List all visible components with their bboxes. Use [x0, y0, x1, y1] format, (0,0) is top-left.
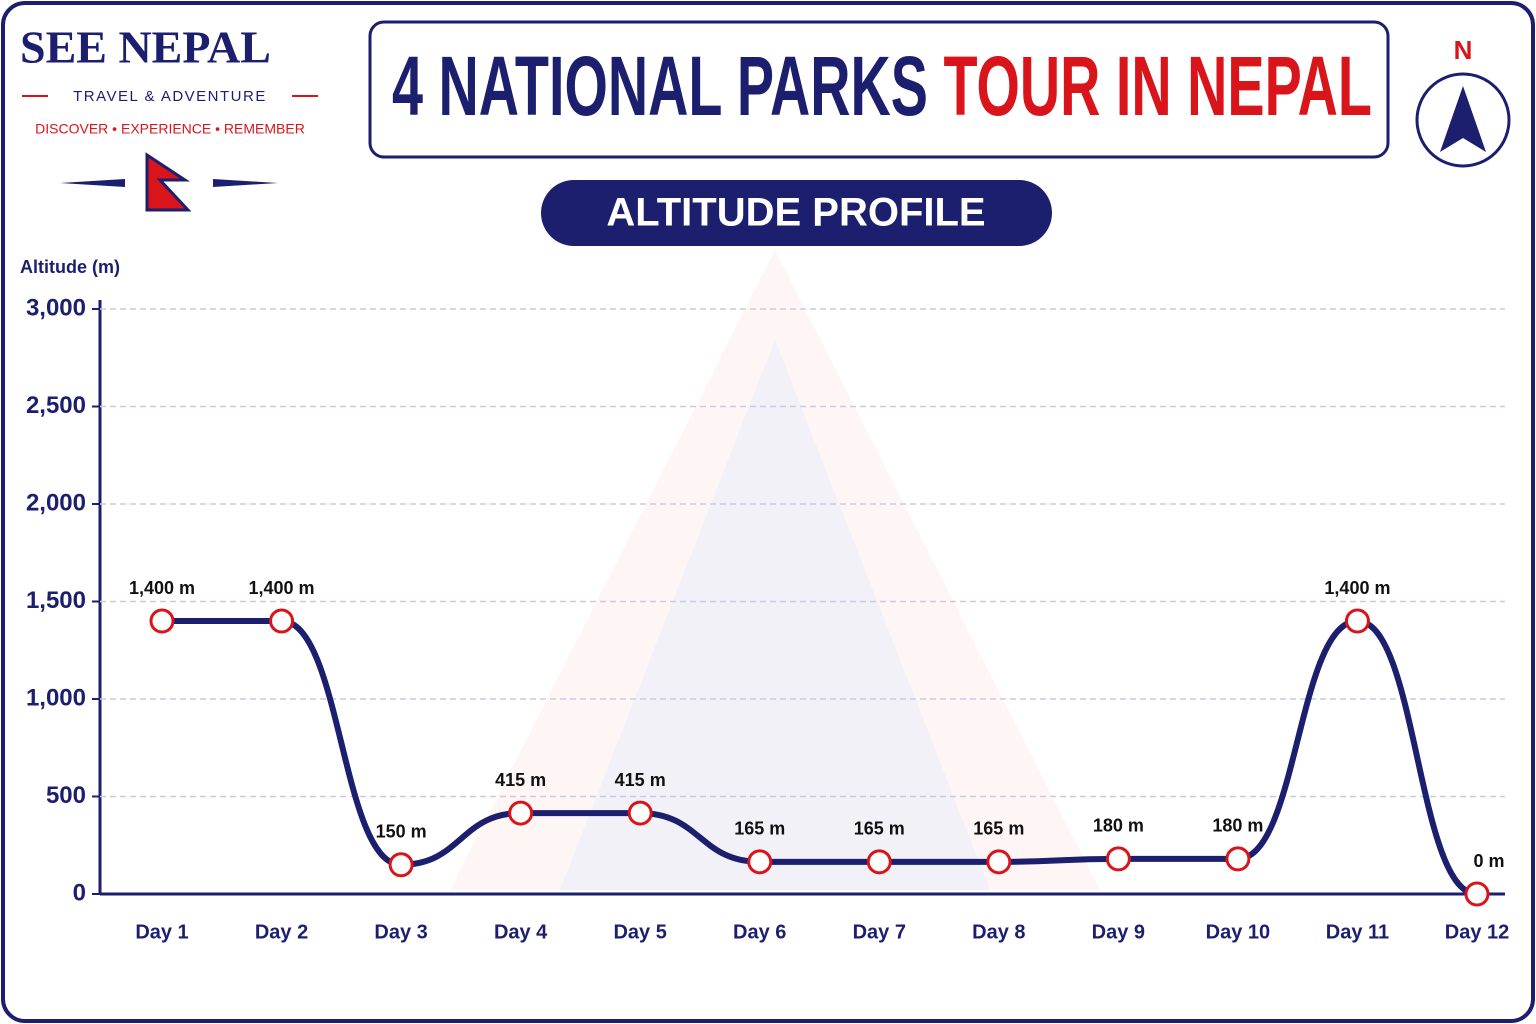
value-label: 165 m: [854, 819, 905, 839]
x-tick-label: Day 6: [733, 921, 786, 943]
compass-arrow: [1440, 86, 1486, 152]
title-box: [368, 20, 1390, 159]
point: [1225, 846, 1251, 872]
value-label: 165 m: [973, 819, 1024, 839]
x-tick-label: Day 2: [255, 921, 308, 943]
x-tick-label: Day 1: [135, 921, 188, 943]
value-label: 1,400 m: [1324, 578, 1390, 598]
value-label: 180 m: [1212, 816, 1263, 836]
ornament: [60, 179, 125, 187]
y-tick-label: 2,000: [26, 489, 86, 516]
x-tick-label: Day 7: [853, 921, 906, 943]
point: [149, 608, 175, 634]
value-label: 165 m: [734, 819, 785, 839]
watermark: [560, 340, 990, 890]
value-label: 0 m: [1473, 851, 1504, 871]
point: [508, 800, 534, 826]
point: [269, 608, 295, 634]
title-part: 4 NATIONAL PARKS: [392, 39, 928, 133]
point: [986, 849, 1012, 875]
x-tick-label: Day 5: [613, 921, 666, 943]
altitude-line: [162, 617, 1478, 897]
point: [627, 800, 653, 826]
x-tick-label: Day 11: [1326, 921, 1389, 943]
brand-name: SEE NEPAL: [20, 22, 271, 73]
y-axis-label: Altitude (m): [20, 257, 120, 277]
y-tick-label: 3,000: [26, 294, 86, 321]
point: [1344, 608, 1370, 634]
x-tick-label: Day 10: [1206, 921, 1271, 943]
point: [866, 849, 892, 875]
subtitle-pill: [541, 180, 1052, 246]
y-tick-label: 1,500: [26, 587, 86, 614]
plot: 0 500 1,000 1,500 2,000 2,500 3,000 Day 1 Day 2 D…: [26, 294, 1509, 943]
brand-tagline: TRAVEL & ADVENTURE: [73, 88, 267, 105]
point: [1105, 846, 1131, 872]
flag: [145, 152, 192, 212]
point: [747, 849, 773, 875]
title-part: TOUR IN NEPAL: [943, 39, 1372, 133]
chart-subtitle: ALTITUDE PROFILE: [606, 191, 985, 235]
y-tick-label: 0: [73, 879, 86, 906]
value-label: 415 m: [495, 770, 546, 790]
value-label: 180 m: [1093, 816, 1144, 836]
x-tick-label: Day 9: [1092, 921, 1145, 943]
x-tick-label: Day 3: [374, 921, 427, 943]
y-tick-label: 1,000: [26, 684, 86, 711]
value-label: 150 m: [376, 822, 427, 842]
value-label: 1,400 m: [249, 578, 315, 598]
x-tick-label: Day 8: [972, 921, 1025, 943]
x-tick-label: Day 4: [494, 921, 548, 943]
point: [388, 852, 414, 878]
y-tick-label: 500: [46, 782, 86, 809]
brand-motto: DISCOVER • EXPERIENCE • REMEMBER: [35, 121, 305, 137]
ornament: [213, 179, 278, 187]
chart-title: 4 NATIONAL PARKS TOUR IN NEPAL: [392, 39, 1372, 133]
x-tick-label: Day 12: [1445, 921, 1510, 943]
value-label: 415 m: [615, 770, 666, 790]
y-tick-label: 2,500: [26, 392, 86, 419]
compass-label: N: [1454, 35, 1473, 65]
value-label: 1,400 m: [129, 578, 195, 598]
point: [1464, 881, 1490, 907]
